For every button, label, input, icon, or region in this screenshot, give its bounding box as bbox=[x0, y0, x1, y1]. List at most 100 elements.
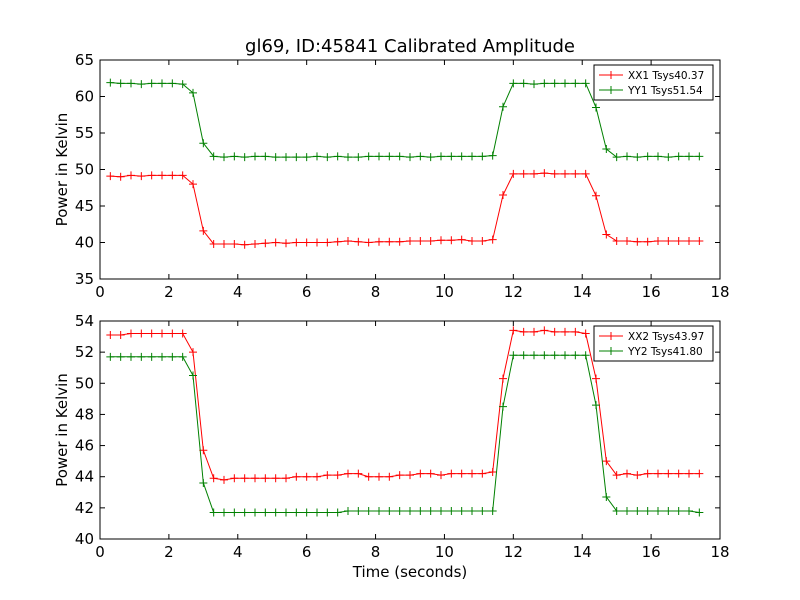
data-point bbox=[178, 171, 187, 180]
x-tick-label: 4 bbox=[233, 283, 243, 301]
data-point bbox=[302, 153, 311, 162]
data-point bbox=[550, 169, 559, 178]
data-point bbox=[612, 153, 621, 162]
data-point bbox=[488, 468, 497, 477]
data-point bbox=[385, 506, 394, 515]
data-point bbox=[261, 474, 270, 483]
data-point bbox=[220, 239, 228, 248]
data-point bbox=[406, 153, 414, 162]
data-point bbox=[685, 152, 693, 161]
data-point bbox=[530, 327, 538, 336]
series-1-2 bbox=[106, 78, 704, 162]
data-point bbox=[457, 506, 466, 515]
data-point bbox=[406, 506, 414, 515]
data-point bbox=[674, 152, 683, 161]
data-point bbox=[468, 469, 476, 478]
data-point bbox=[592, 191, 600, 200]
data-point bbox=[251, 152, 259, 161]
data-point bbox=[540, 169, 549, 178]
data-point bbox=[447, 469, 456, 478]
x-axis-label: Time (seconds) bbox=[352, 563, 468, 581]
data-point bbox=[571, 327, 580, 336]
data-point bbox=[571, 79, 580, 88]
y-tick-label: 55 bbox=[75, 124, 94, 142]
data-point bbox=[654, 506, 662, 515]
data-point bbox=[127, 352, 135, 361]
data-point bbox=[643, 469, 652, 478]
data-point bbox=[199, 226, 208, 235]
data-point bbox=[550, 327, 559, 336]
series-line bbox=[110, 354, 700, 514]
x-tick-label: 0 bbox=[95, 283, 105, 301]
data-point bbox=[457, 235, 466, 244]
series-1-1 bbox=[106, 169, 704, 249]
data-point bbox=[623, 152, 631, 161]
data-point bbox=[137, 172, 146, 181]
data-point bbox=[561, 327, 569, 336]
data-point bbox=[220, 153, 228, 162]
data-point bbox=[127, 171, 135, 180]
data-point bbox=[209, 474, 218, 483]
data-point bbox=[364, 506, 373, 515]
data-point bbox=[364, 472, 373, 481]
data-point bbox=[571, 169, 580, 178]
data-point bbox=[333, 237, 342, 246]
y-axis-label: Power in Kelvin bbox=[53, 373, 71, 487]
legend-label: YY2 Tsys41.80 bbox=[627, 346, 703, 358]
data-point bbox=[592, 374, 600, 383]
data-point bbox=[199, 139, 208, 148]
data-point bbox=[127, 79, 135, 88]
y-tick-label: 45 bbox=[75, 197, 94, 215]
data-point bbox=[612, 237, 621, 246]
data-point bbox=[406, 471, 414, 480]
data-point bbox=[116, 352, 125, 361]
data-point bbox=[158, 352, 166, 361]
y-tick-label: 54 bbox=[75, 312, 94, 330]
data-point bbox=[282, 474, 290, 483]
data-point bbox=[592, 401, 600, 410]
y-tick-label: 48 bbox=[75, 405, 94, 423]
data-point bbox=[240, 153, 249, 162]
data-point bbox=[437, 506, 445, 515]
data-point bbox=[106, 352, 115, 361]
data-point bbox=[240, 508, 249, 517]
data-point bbox=[271, 153, 280, 162]
data-point bbox=[695, 469, 704, 478]
legend-marker bbox=[607, 86, 615, 94]
data-point bbox=[519, 327, 528, 336]
data-point bbox=[385, 472, 394, 481]
x-tick-label: 16 bbox=[642, 283, 661, 301]
data-point bbox=[354, 506, 363, 515]
data-point bbox=[292, 472, 301, 481]
data-point bbox=[509, 169, 518, 178]
data-point bbox=[623, 237, 631, 246]
panel-1: 0 2 4 6 8 10 12 14 16 18 35 40 45 50 55 60 65 Power in Ke… bbox=[53, 51, 730, 301]
data-point bbox=[364, 152, 373, 161]
data-point bbox=[271, 474, 280, 483]
data-point bbox=[488, 151, 497, 160]
legend-label: XX2 Tsys43.97 bbox=[628, 331, 704, 343]
data-point bbox=[643, 237, 652, 246]
data-point bbox=[478, 237, 487, 246]
data-point bbox=[251, 508, 259, 517]
data-point bbox=[447, 506, 456, 515]
data-point bbox=[581, 79, 590, 88]
data-point bbox=[354, 469, 363, 478]
data-point bbox=[468, 237, 476, 246]
data-point bbox=[199, 478, 208, 487]
x-tick-label: 8 bbox=[371, 543, 381, 561]
data-point bbox=[571, 351, 580, 360]
data-point bbox=[209, 152, 218, 161]
data-point bbox=[395, 471, 404, 480]
data-point bbox=[168, 79, 177, 88]
data-point bbox=[137, 80, 146, 89]
y-tick-label: 50 bbox=[75, 374, 94, 392]
data-point bbox=[354, 237, 363, 246]
data-point bbox=[313, 472, 321, 481]
legend: XX1 Tsys40.37 YY1 Tsys51.54 bbox=[593, 64, 714, 101]
data-point bbox=[437, 236, 445, 245]
data-point bbox=[664, 506, 673, 515]
data-point bbox=[116, 172, 125, 181]
data-point bbox=[416, 506, 425, 515]
data-point bbox=[685, 506, 693, 515]
